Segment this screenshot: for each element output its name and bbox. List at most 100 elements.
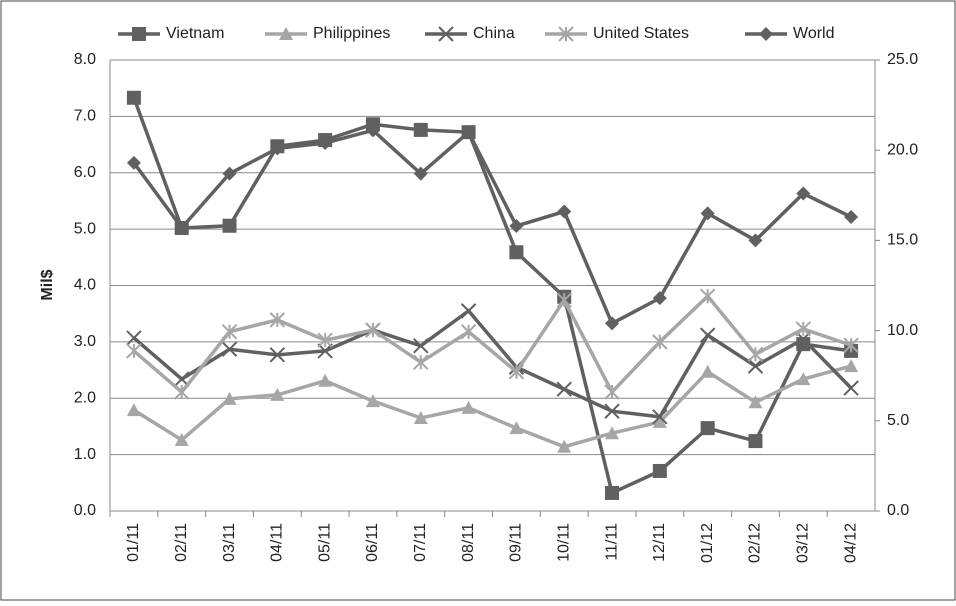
marker-shape: [174, 432, 189, 446]
marker: [556, 292, 572, 308]
x-tick-label: 03/11: [221, 523, 238, 562]
x-tick-label: 07/11: [412, 523, 429, 562]
marker-shape: [844, 209, 859, 224]
y-axis-label: Mil$: [39, 269, 56, 300]
marker-shape: [279, 27, 293, 40]
marker-shape: [413, 410, 428, 424]
marker-shape: [748, 233, 763, 248]
marker: [652, 334, 668, 350]
marker-shape: [222, 218, 237, 233]
marker-shape: [509, 218, 524, 233]
marker-shape: [509, 421, 524, 435]
legend-label: Vietnam: [166, 25, 224, 42]
marker-shape: [221, 324, 238, 340]
marker: [269, 312, 286, 328]
marker: [318, 373, 333, 387]
marker: [748, 395, 763, 409]
marker-shape: [652, 463, 667, 478]
marker-shape: [796, 186, 811, 201]
legend-label: China: [473, 25, 515, 42]
marker-shape: [843, 337, 859, 353]
marker: [221, 324, 238, 340]
y-tick-label: 5.0: [74, 220, 96, 237]
marker: [508, 364, 525, 380]
y-tick-label: 1.0: [74, 446, 96, 463]
marker: [174, 432, 189, 446]
marker: [317, 332, 333, 348]
marker: [413, 410, 428, 424]
y-tick-label: 7.0: [74, 108, 96, 125]
marker-shape: [318, 373, 333, 387]
x-tick-label: 09/11: [508, 523, 525, 562]
marker-shape: [652, 334, 668, 350]
marker-shape: [558, 26, 574, 42]
x-tick-label: 10/11: [555, 523, 572, 562]
legend-label: Philippines: [313, 25, 390, 42]
marker-shape: [556, 381, 572, 397]
marker: [413, 166, 428, 181]
marker: [126, 330, 142, 346]
legend-label: World: [793, 25, 835, 42]
x-tick-label: 02/11: [173, 523, 190, 562]
y-tick-label: 3.0: [74, 333, 96, 350]
y2-tick-label: 25.0: [887, 51, 918, 68]
marker: [460, 324, 477, 340]
marker: [222, 218, 237, 233]
y-tick-label: 0.0: [74, 502, 96, 519]
marker: [365, 394, 380, 408]
marker-shape: [748, 395, 763, 409]
y2-tick-label: 20.0: [887, 141, 918, 158]
legend-label: United States: [593, 25, 689, 42]
marker-shape: [438, 26, 454, 42]
marker: [126, 343, 142, 359]
marker: [652, 291, 667, 306]
marker: [365, 123, 380, 138]
marker: [748, 434, 763, 449]
marker-shape: [132, 27, 146, 41]
marker: [699, 327, 716, 343]
marker: [605, 426, 620, 440]
marker: [558, 26, 574, 42]
marker: [605, 485, 620, 500]
marker-shape: [652, 414, 667, 428]
y-tick-label: 2.0: [74, 389, 96, 406]
marker-shape: [126, 343, 142, 359]
marker-shape: [700, 206, 715, 221]
marker-shape: [317, 332, 333, 348]
marker: [509, 421, 524, 435]
series-line: [132, 308, 853, 419]
marker: [222, 391, 237, 405]
marker: [365, 322, 381, 338]
marker: [557, 439, 572, 453]
marker-shape: [747, 346, 764, 362]
marker-shape: [508, 364, 525, 380]
marker: [413, 338, 429, 354]
marker-shape: [126, 403, 141, 417]
marker-shape: [652, 409, 668, 425]
marker-shape: [365, 322, 381, 338]
marker: [747, 358, 764, 374]
series-line: [132, 128, 852, 326]
marker-shape: [605, 426, 620, 440]
marker-shape: [796, 372, 811, 386]
y2-tick-label: 15.0: [887, 232, 918, 249]
marker: [652, 409, 668, 425]
marker-shape: [759, 27, 773, 41]
marker-shape: [844, 359, 859, 373]
marker-shape: [795, 321, 811, 337]
marker-shape: [700, 364, 715, 378]
marker-shape: [747, 358, 764, 374]
x-tick-label: 01/12: [699, 523, 716, 563]
marker-shape: [843, 380, 859, 396]
marker-shape: [365, 123, 380, 138]
marker-shape: [221, 341, 238, 357]
marker: [279, 27, 293, 40]
marker-shape: [509, 245, 524, 260]
marker: [748, 233, 763, 248]
marker: [700, 421, 715, 436]
marker: [759, 27, 773, 41]
marker: [270, 387, 285, 401]
marker: [126, 90, 141, 105]
